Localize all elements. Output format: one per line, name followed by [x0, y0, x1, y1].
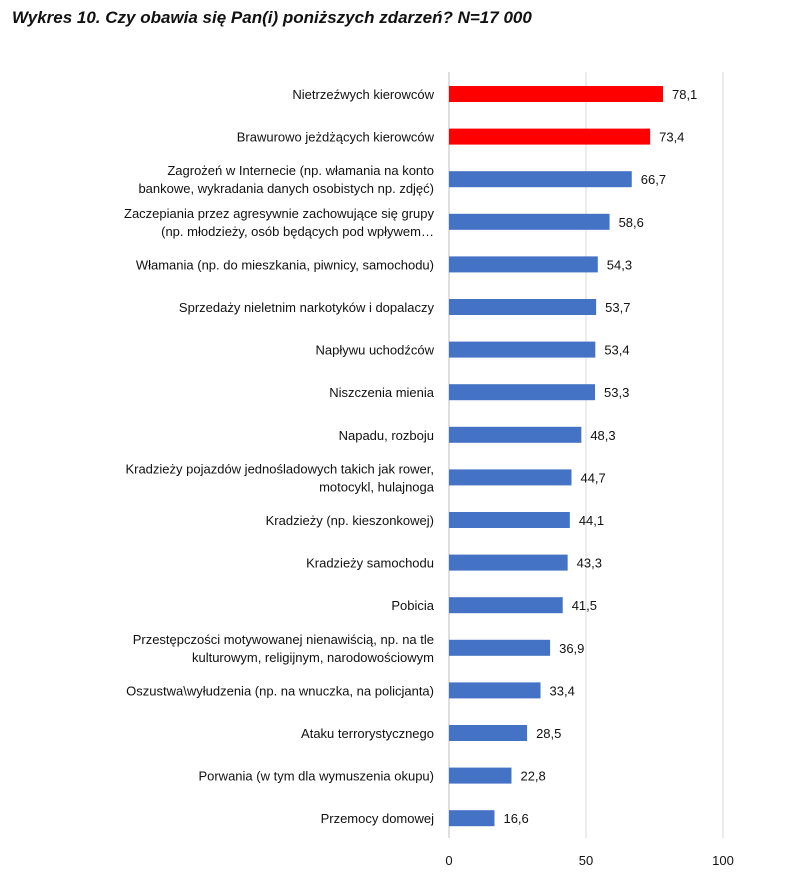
- category-label: Oszustwa\wyłudzenia (np. na wnuczka, na …: [126, 683, 434, 698]
- bar: [449, 86, 663, 102]
- category-label: Zagrożeń w Internecie (np. włamania na k…: [167, 163, 434, 178]
- category-label: Zaczepiania przez agresywnie zachowujące…: [124, 206, 434, 221]
- data-label: 41,5: [572, 598, 597, 613]
- bar: [449, 469, 572, 486]
- data-label: 53,3: [604, 385, 629, 400]
- data-label: 44,7: [580, 470, 605, 485]
- data-label: 66,7: [641, 172, 666, 187]
- category-label: Pobicia: [391, 598, 434, 613]
- data-label: 54,3: [607, 257, 632, 272]
- category-label: (np. młodzieży, osób będących pod wpływe…: [161, 224, 434, 239]
- bar: [449, 682, 541, 699]
- bar: [449, 810, 495, 827]
- data-label: 44,1: [579, 513, 604, 528]
- data-label: 33,4: [550, 683, 575, 698]
- data-label: 16,6: [503, 811, 528, 826]
- bar: [449, 384, 596, 401]
- bar: [449, 426, 582, 443]
- data-label: 36,9: [559, 641, 584, 656]
- data-label: 53,7: [605, 300, 630, 315]
- bar: [449, 128, 651, 145]
- category-label: Sprzedaży nieletnim narkotyków i dopalac…: [179, 300, 435, 315]
- bar: [449, 299, 597, 315]
- category-label: Nietrzeźwych kierowców: [292, 87, 434, 102]
- category-label: Brawurowo jeżdżących kierowców: [237, 130, 435, 145]
- data-label: 58,6: [619, 215, 644, 230]
- bar: [449, 597, 563, 614]
- data-label: 22,8: [520, 769, 545, 784]
- bar: [449, 256, 598, 273]
- data-label: 73,4: [659, 130, 684, 145]
- bar: [449, 725, 528, 741]
- x-tick-label: 0: [445, 853, 452, 868]
- category-label: Kradzieży pojazdów jednośladowych takich…: [125, 461, 434, 476]
- data-label: 78,1: [672, 87, 697, 102]
- data-label: 28,5: [536, 726, 561, 741]
- x-tick-label: 100: [712, 853, 734, 868]
- category-label: Przemocy domowej: [321, 811, 435, 826]
- bar: [449, 213, 610, 230]
- category-label: motocykl, hulajnoga: [319, 479, 435, 494]
- x-tick-label: 50: [579, 853, 593, 868]
- data-label: 48,3: [590, 428, 615, 443]
- bar: [449, 639, 551, 656]
- bar: [449, 512, 570, 528]
- chart-title: Wykres 10. Czy obawia się Pan(i) poniższ…: [12, 8, 532, 27]
- data-label: 53,4: [604, 343, 629, 358]
- category-label: Napływu uchodźców: [315, 343, 434, 358]
- bar: [449, 767, 512, 784]
- category-label: Włamania (np. do mieszkania, piwnicy, sa…: [136, 257, 434, 272]
- category-label: kulturowym, religijnym, narodowościowym: [192, 650, 434, 665]
- bar: [449, 341, 596, 358]
- category-label: Napadu, rozboju: [339, 428, 434, 443]
- bar: [449, 554, 568, 571]
- data-label: 43,3: [577, 556, 602, 571]
- category-label: Kradzieży samochodu: [306, 556, 434, 571]
- category-label: Kradzieży (np. kieszonkowej): [266, 513, 434, 528]
- category-label: Ataku terrorystycznego: [301, 726, 434, 741]
- category-label: Przestępczości motywowanej nienawiścią, …: [133, 632, 434, 647]
- category-label: Porwania (w tym dla wymuszenia okupu): [198, 769, 434, 784]
- bar: [449, 171, 632, 188]
- category-label: Niszczenia mienia: [329, 385, 435, 400]
- category-label: bankowe, wykradania danych osobistych np…: [138, 181, 434, 196]
